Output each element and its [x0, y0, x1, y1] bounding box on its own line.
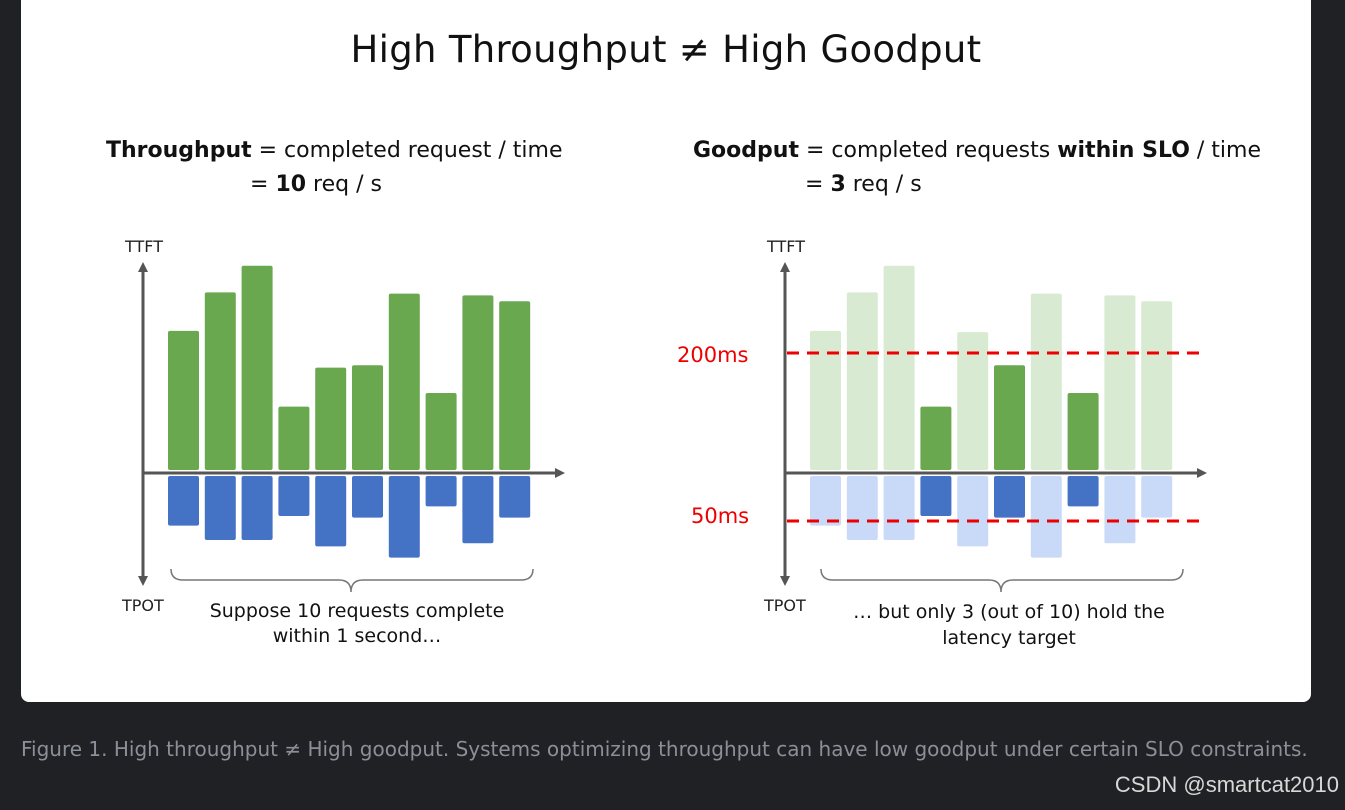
right-brace [820, 568, 1184, 593]
left-ttft-bar-9 [462, 295, 494, 470]
left-tpot-bar-5 [315, 476, 347, 547]
left-tpot-bar-2 [204, 476, 236, 540]
right-tpot-bar-6 [994, 476, 1025, 518]
left-bars [168, 265, 531, 558]
goodput-value: 3 [830, 172, 846, 197]
right-ttft-bar-10 [1141, 301, 1173, 470]
right-ttft-bar-6 [994, 365, 1025, 470]
left-tpot-bar-4 [278, 476, 310, 516]
left-ttft-bar-7 [388, 293, 420, 470]
right-axis-label-ttft: TTFT [766, 237, 805, 256]
left-axes: TTFT TPOT [121, 237, 565, 615]
left-tpot-bar-3 [241, 476, 273, 540]
throughput-result: = 10 req / s [250, 172, 382, 197]
right-tpot-bar-10 [1141, 476, 1173, 518]
slo-tpot-label: 50ms [691, 504, 749, 528]
left-ttft-bar-3 [241, 265, 273, 470]
right-ttft-bar-7 [1030, 293, 1062, 470]
throughput-value: 10 [275, 172, 307, 197]
left-note-line1: Suppose 10 requests complete [210, 600, 505, 622]
right-tpot-bar-7 [1030, 476, 1062, 558]
right-note-line2: latency target [942, 627, 1076, 649]
right-ttft-bar-3 [883, 265, 915, 470]
throughput-result-prefix: = [250, 172, 276, 197]
throughput-formula: Throughput = completed request / time [106, 138, 563, 163]
goodput-term: Goodput [693, 138, 799, 163]
right-tpot-bar-1 [810, 476, 841, 526]
right-tpot-bar-8 [1067, 476, 1099, 507]
left-ttft-bar-1 [168, 330, 199, 470]
left-axis-label-ttft: TTFT [124, 237, 163, 256]
csdn-watermark: CSDN @smartcat2010 [1114, 772, 1339, 797]
left-ttft-bar-4 [278, 406, 310, 470]
right-ttft-bar-8 [1067, 393, 1099, 470]
left-tpot-bar-6 [352, 476, 383, 518]
left-brace [170, 568, 534, 593]
right-ttft-bar-2 [846, 292, 878, 470]
right-tpot-bar-5 [957, 476, 989, 547]
goodput-result: = 3 req / s [805, 172, 922, 197]
goodput-definition-end: / time [1189, 138, 1261, 163]
left-ttft-bar-2 [204, 292, 236, 470]
throughput-unit: req / s [306, 172, 382, 197]
throughput-definition: = completed request / time [251, 138, 563, 163]
right-ttft-bar-9 [1104, 295, 1136, 470]
charts-canvas: TTFT TPOT Suppose 10 requests complete w… [121, 237, 1207, 649]
left-tpot-bar-1 [168, 476, 199, 526]
left-tpot-bar-8 [425, 476, 457, 507]
left-ttft-bar-10 [499, 301, 531, 470]
left-ttft-bar-6 [352, 365, 383, 470]
goodput-slo-term: within SLO [1057, 138, 1190, 163]
goodput-definition: = completed requests [798, 138, 1058, 163]
right-tpot-bar-3 [883, 476, 915, 540]
slo-ttft-label: 200ms [677, 343, 748, 367]
right-ttft-bar-4 [920, 406, 952, 470]
goodput-unit: req / s [845, 172, 922, 197]
left-ttft-bar-8 [425, 393, 457, 470]
right-ttft-bar-1 [810, 330, 841, 470]
right-note-line1: … but only 3 (out of 10) hold the [853, 601, 1165, 623]
left-note-line2: within 1 second… [273, 625, 442, 647]
figure-card: High Throughput ≠ High Goodput Throughpu… [21, 0, 1311, 702]
right-axis-label-tpot: TPOT [763, 596, 806, 615]
left-tpot-bar-7 [388, 476, 420, 558]
right-axes: TTFT TPOT [763, 237, 1207, 615]
goodput-result-prefix: = [805, 172, 831, 197]
goodput-formula: Goodput = completed requests within SLO … [693, 138, 1261, 163]
right-bars [810, 265, 1173, 558]
left-ttft-bar-5 [315, 367, 347, 470]
throughput-term: Throughput [106, 138, 252, 163]
left-tpot-bar-10 [499, 476, 531, 518]
right-tpot-bar-9 [1104, 476, 1136, 544]
left-axis-label-tpot: TPOT [121, 596, 164, 615]
left-tpot-bar-9 [462, 476, 494, 544]
right-tpot-bar-2 [846, 476, 878, 540]
figure-caption: Figure 1. High throughput ≠ High goodput… [21, 737, 1308, 761]
right-tpot-bar-4 [920, 476, 952, 516]
right-ttft-bar-5 [957, 332, 989, 470]
figure-title: High Throughput ≠ High Goodput [350, 28, 982, 71]
